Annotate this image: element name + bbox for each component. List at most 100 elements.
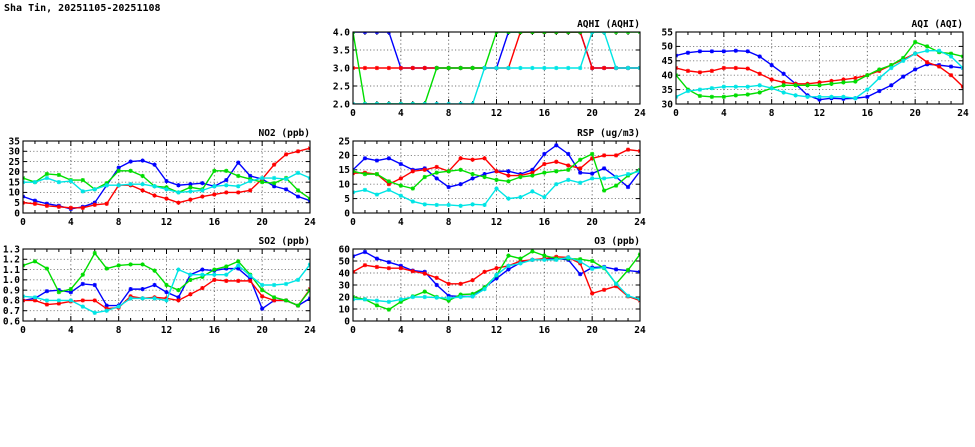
- x-axis-tick-label: 16: [539, 325, 551, 336]
- series-marker-day4: [116, 183, 121, 188]
- series-marker-day1: [769, 63, 774, 68]
- series-marker-day3: [506, 179, 511, 184]
- series-marker-day4: [733, 84, 738, 89]
- x-axis-tick-label: 4: [398, 217, 404, 228]
- series-marker-day4: [224, 272, 229, 277]
- plot-frame: [22, 140, 311, 214]
- series-marker-day4: [44, 298, 50, 303]
- series-marker-day4: [625, 65, 631, 71]
- series-marker-day4: [530, 189, 535, 194]
- series-marker-day4: [482, 65, 487, 71]
- y-axis-tick-label: 5: [344, 194, 350, 205]
- series-marker-day4: [889, 65, 894, 71]
- series-marker-day2: [494, 266, 499, 271]
- series-marker-day1: [398, 263, 403, 268]
- series-marker-day3: [554, 169, 559, 174]
- series-marker-day3: [152, 268, 157, 273]
- series-marker-day3: [817, 83, 822, 88]
- series-marker-day4: [422, 202, 427, 207]
- series-marker-day1: [386, 156, 391, 161]
- series-marker-day1: [901, 74, 906, 79]
- x-axis-tick-label: 4: [398, 108, 404, 119]
- x-axis-tick-label: 24: [634, 217, 646, 228]
- series-marker-day1: [530, 167, 535, 172]
- series-marker-day4: [578, 180, 583, 185]
- series-marker-day2: [80, 298, 85, 303]
- series-marker-day3: [829, 81, 834, 86]
- series-marker-day2: [625, 147, 631, 152]
- series-marker-day1: [817, 97, 822, 102]
- series-marker-day4: [283, 281, 289, 287]
- series-marker-day2: [422, 271, 427, 276]
- series-marker-day4: [901, 58, 906, 63]
- series-marker-day4: [506, 263, 511, 268]
- series-marker-day4: [697, 87, 703, 92]
- series-marker-day1: [470, 176, 475, 181]
- series-marker-day3: [721, 94, 726, 99]
- series-marker-day1: [590, 171, 595, 176]
- plot-frame: [22, 248, 311, 322]
- series-marker-day1: [128, 287, 133, 292]
- series-marker-day2: [386, 182, 391, 187]
- panel-label-rsp: RSP (ug/m3): [577, 128, 640, 139]
- y-axis-tick-label: 50: [339, 256, 351, 267]
- series-marker-day4: [434, 295, 439, 300]
- series-marker-day3: [386, 307, 391, 312]
- y-axis-tick-label: 15: [9, 177, 21, 188]
- series-marker-day4: [781, 90, 786, 95]
- y-axis-tick-label: 10: [339, 180, 351, 191]
- series-marker-day4: [685, 88, 691, 94]
- series-marker-day4: [948, 54, 954, 59]
- series-marker-day2: [248, 278, 253, 283]
- series-marker-day3: [434, 170, 439, 175]
- series-marker-day2: [56, 301, 61, 306]
- y-axis-tick-label: 0.8: [3, 296, 20, 307]
- series-marker-day3: [188, 185, 193, 190]
- series-marker-day1: [295, 194, 301, 199]
- x-axis-tick-label: 20: [909, 108, 921, 119]
- series-marker-day3: [841, 80, 846, 85]
- series-marker-day2: [936, 64, 942, 69]
- series-marker-day4: [602, 176, 607, 181]
- series-marker-day1: [128, 159, 133, 164]
- series-marker-day2: [236, 190, 241, 195]
- series-marker-day4: [248, 273, 253, 278]
- series-marker-day2: [745, 66, 750, 71]
- series-marker-day2: [853, 75, 858, 81]
- series-marker-day1: [164, 290, 169, 295]
- series-marker-day4: [224, 183, 229, 188]
- x-axis-tick-label: 24: [304, 325, 316, 336]
- series-marker-day2: [164, 196, 169, 201]
- series-marker-day1: [434, 176, 439, 181]
- series-marker-day1: [398, 161, 403, 167]
- series-marker-day3: [236, 173, 241, 179]
- x-axis-tick-label: 4: [398, 325, 404, 336]
- series-marker-day1: [913, 67, 918, 72]
- x-axis-tick-label: 20: [586, 325, 598, 336]
- series-marker-day1: [362, 156, 368, 161]
- series-marker-day4: [56, 298, 61, 303]
- series-marker-day1: [578, 170, 583, 175]
- series-marker-day4: [757, 83, 762, 88]
- series-marker-day3: [458, 65, 463, 71]
- series-marker-day2: [410, 269, 415, 274]
- series-marker-day3: [805, 83, 810, 88]
- series-marker-day2: [482, 156, 487, 161]
- series-marker-day4: [566, 65, 571, 71]
- y-axis-tick-label: 0.6: [3, 316, 20, 327]
- series-marker-day2: [422, 167, 427, 172]
- series-marker-day2: [236, 278, 241, 283]
- series-marker-day3: [164, 282, 169, 288]
- series-marker-day1: [140, 158, 145, 163]
- series-marker-day4: [272, 282, 277, 288]
- series-marker-day3: [446, 298, 451, 303]
- series-marker-day4: [176, 190, 181, 195]
- x-axis-tick-label: 12: [491, 108, 502, 119]
- series-marker-day4: [140, 296, 145, 301]
- series-marker-day2: [176, 200, 181, 205]
- series-marker-day3: [518, 256, 523, 261]
- series-marker-day3: [853, 79, 858, 84]
- y-axis-tick-label: 2.0: [333, 99, 350, 110]
- x-axis-tick-label: 12: [491, 325, 502, 336]
- y-axis-tick-label: 25: [9, 157, 21, 168]
